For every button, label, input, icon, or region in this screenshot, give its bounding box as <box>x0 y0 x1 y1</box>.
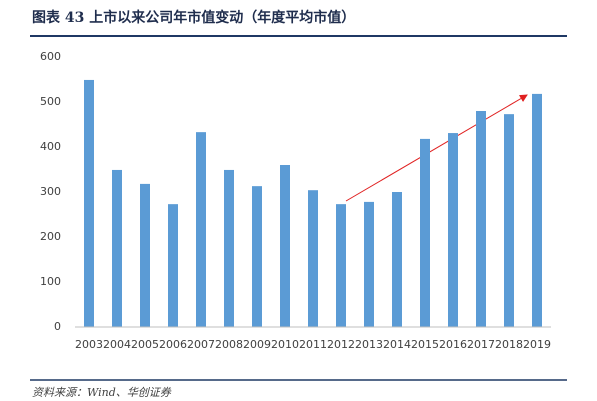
x-tick-label: 2008 <box>215 338 243 351</box>
x-tick-label: 2018 <box>495 338 523 351</box>
bar <box>140 183 150 327</box>
bar <box>252 186 262 327</box>
x-tick-label: 2017 <box>467 338 495 351</box>
bar <box>420 138 430 327</box>
bar <box>532 93 542 328</box>
y-tick-label: 200 <box>40 230 61 243</box>
x-tick-label: 2005 <box>131 338 159 351</box>
chart-title: 图表 43 上市以来公司年市值变动（年度平均市值） <box>32 9 355 26</box>
bar <box>308 190 318 327</box>
y-tick-label: 100 <box>40 275 61 288</box>
x-tick-label: 2010 <box>271 338 299 351</box>
x-tick-label: 2007 <box>187 338 215 351</box>
x-tick-label: 2011 <box>299 338 327 351</box>
bar <box>336 204 346 327</box>
y-tick-label: 500 <box>40 95 61 108</box>
y-tick-label: 300 <box>40 185 61 198</box>
bar <box>168 204 178 327</box>
x-tick-label: 2009 <box>243 338 271 351</box>
x-tick-label: 2004 <box>103 338 131 351</box>
bar <box>448 133 458 327</box>
x-tick-label: 2003 <box>75 338 103 351</box>
bar <box>224 169 234 327</box>
x-tick-label: 2006 <box>159 338 187 351</box>
y-tick-label: 400 <box>40 140 61 153</box>
bar <box>364 201 374 327</box>
x-tick-label: 2016 <box>439 338 467 351</box>
bar <box>476 111 486 327</box>
x-tick-label: 2012 <box>327 338 355 351</box>
bar <box>84 79 94 327</box>
y-tick-label: 0 <box>54 320 61 333</box>
trend-arrow <box>345 94 528 202</box>
bar <box>196 132 206 327</box>
y-tick-label: 600 <box>40 50 61 63</box>
x-tick-label: 2014 <box>383 338 411 351</box>
bar <box>504 114 514 328</box>
source: 资料来源：Wind、华创证券 <box>32 386 172 399</box>
bar <box>280 165 290 327</box>
bar <box>112 169 122 327</box>
x-tick-label: 2015 <box>411 338 439 351</box>
bar <box>392 192 402 327</box>
x-tick-label: 2019 <box>523 338 551 351</box>
x-tick-label: 2013 <box>355 338 383 351</box>
